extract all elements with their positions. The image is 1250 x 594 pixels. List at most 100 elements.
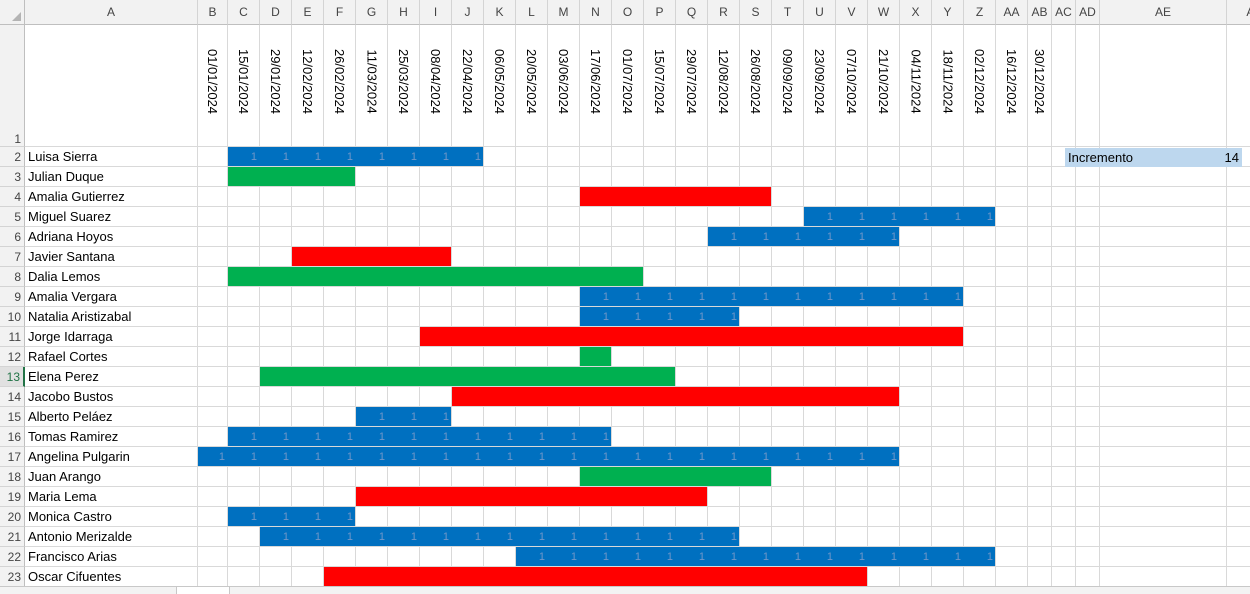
column-header-ab[interactable]: AB <box>1028 0 1052 25</box>
row-header-3[interactable]: 3 <box>0 167 25 187</box>
row-header-17[interactable]: 17 <box>0 447 25 467</box>
row-header-9[interactable]: 9 <box>0 287 25 307</box>
select-all-corner[interactable] <box>0 0 25 25</box>
person-name[interactable]: Maria Lema <box>28 489 97 504</box>
person-name[interactable]: Alberto Peláez <box>28 409 113 424</box>
person-name[interactable]: Antonio Merizalde <box>28 529 133 544</box>
gantt-bar[interactable] <box>708 227 899 246</box>
row-header-18[interactable]: 18 <box>0 467 25 487</box>
column-header-g[interactable]: G <box>356 0 388 25</box>
column-header-s[interactable]: S <box>740 0 772 25</box>
gantt-bar[interactable] <box>420 327 963 346</box>
row-header-11[interactable]: 11 <box>0 327 25 347</box>
row-header-10[interactable]: 10 <box>0 307 25 327</box>
column-header-d[interactable]: D <box>260 0 292 25</box>
gantt-bar[interactable] <box>260 367 675 386</box>
person-name[interactable]: Miguel Suarez <box>28 209 112 224</box>
column-header-a[interactable]: A <box>25 0 198 25</box>
person-name[interactable]: Monica Castro <box>28 509 112 524</box>
gantt-bar[interactable] <box>452 387 899 406</box>
gantt-bar[interactable] <box>580 307 739 326</box>
person-name[interactable]: Oscar Cifuentes <box>28 569 122 584</box>
column-header-af[interactable]: AF <box>1227 0 1250 25</box>
gantt-bar[interactable] <box>580 467 771 486</box>
incremento-cell[interactable]: Incremento 14 <box>1065 148 1242 167</box>
column-header-i[interactable]: I <box>420 0 452 25</box>
row-header-23[interactable]: 23 <box>0 567 25 587</box>
row-header-13[interactable]: 13 <box>0 367 25 387</box>
column-header-f[interactable]: F <box>324 0 356 25</box>
column-header-e[interactable]: E <box>292 0 324 25</box>
person-name[interactable]: Jacobo Bustos <box>28 389 114 404</box>
column-header-ae[interactable]: AE <box>1100 0 1227 25</box>
column-header-t[interactable]: T <box>772 0 804 25</box>
person-name[interactable]: Angelina Pulgarin <box>28 449 130 464</box>
person-name[interactable]: Dalia Lemos <box>28 269 101 284</box>
gantt-bar[interactable] <box>198 447 899 466</box>
gantt-bar[interactable] <box>228 507 355 526</box>
row-header-12[interactable]: 12 <box>0 347 25 367</box>
column-header-q[interactable]: Q <box>676 0 708 25</box>
row-header-7[interactable]: 7 <box>0 247 25 267</box>
row-header-20[interactable]: 20 <box>0 507 25 527</box>
person-name[interactable]: Tomas Ramirez <box>28 429 119 444</box>
person-name[interactable]: Javier Santana <box>28 249 115 264</box>
column-header-z[interactable]: Z <box>964 0 996 25</box>
sheet-tab[interactable] <box>176 587 230 594</box>
column-header-b[interactable]: B <box>198 0 228 25</box>
gantt-bar[interactable] <box>260 527 739 546</box>
gantt-bar[interactable] <box>804 207 995 226</box>
person-name[interactable]: Jorge Idarraga <box>28 329 113 344</box>
person-name[interactable]: Amalia Gutierrez <box>28 189 125 204</box>
row-header-2[interactable]: 2 <box>0 147 25 167</box>
gantt-bar[interactable] <box>356 487 707 506</box>
column-header-k[interactable]: K <box>484 0 516 25</box>
gantt-bar[interactable] <box>292 247 451 266</box>
person-name[interactable]: Natalia Aristizabal <box>28 309 132 324</box>
row-header-14[interactable]: 14 <box>0 387 25 407</box>
gantt-bar[interactable] <box>516 547 995 566</box>
gantt-bar[interactable] <box>228 267 643 286</box>
person-name[interactable]: Rafael Cortes <box>28 349 108 364</box>
person-name[interactable]: Luisa Sierra <box>28 149 98 164</box>
gantt-bar[interactable] <box>228 427 611 446</box>
column-header-n[interactable]: N <box>580 0 612 25</box>
person-name[interactable]: Julian Duque <box>28 169 104 184</box>
column-header-ad[interactable]: AD <box>1076 0 1100 25</box>
person-name[interactable]: Adriana Hoyos <box>28 229 114 244</box>
row-header-15[interactable]: 15 <box>0 407 25 427</box>
column-header-r[interactable]: R <box>708 0 740 25</box>
column-header-w[interactable]: W <box>868 0 900 25</box>
row-header-16[interactable]: 16 <box>0 427 25 447</box>
person-name[interactable]: Amalia Vergara <box>28 289 117 304</box>
row-header-4[interactable]: 4 <box>0 187 25 207</box>
gantt-bar[interactable] <box>580 287 963 306</box>
column-header-c[interactable]: C <box>228 0 260 25</box>
person-name[interactable]: Juan Arango <box>28 469 102 484</box>
column-header-o[interactable]: O <box>612 0 644 25</box>
column-header-y[interactable]: Y <box>932 0 964 25</box>
column-header-p[interactable]: P <box>644 0 676 25</box>
column-header-u[interactable]: U <box>804 0 836 25</box>
gantt-bar[interactable] <box>324 567 867 586</box>
column-header-h[interactable]: H <box>388 0 420 25</box>
row-header-6[interactable]: 6 <box>0 227 25 247</box>
gantt-bar[interactable] <box>228 147 483 166</box>
gantt-bar[interactable] <box>580 347 611 366</box>
person-name[interactable]: Elena Perez <box>28 369 99 384</box>
column-header-x[interactable]: X <box>900 0 932 25</box>
row-header-8[interactable]: 8 <box>0 267 25 287</box>
row-header-22[interactable]: 22 <box>0 547 25 567</box>
row-header-5[interactable]: 5 <box>0 207 25 227</box>
column-header-l[interactable]: L <box>516 0 548 25</box>
column-header-m[interactable]: M <box>548 0 580 25</box>
column-header-aa[interactable]: AA <box>996 0 1028 25</box>
gantt-bar[interactable] <box>228 167 355 186</box>
gantt-bar[interactable] <box>580 187 771 206</box>
row-header-19[interactable]: 19 <box>0 487 25 507</box>
row-header-1[interactable]: 1 <box>0 25 25 147</box>
row-header-21[interactable]: 21 <box>0 527 25 547</box>
column-header-j[interactable]: J <box>452 0 484 25</box>
person-name[interactable]: Francisco Arias <box>28 549 117 564</box>
gantt-bar[interactable] <box>356 407 451 426</box>
